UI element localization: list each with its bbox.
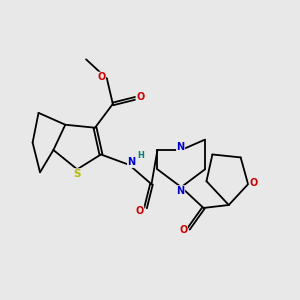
Text: N: N <box>177 186 185 196</box>
Text: N: N <box>177 142 185 152</box>
Text: O: O <box>136 206 144 216</box>
Text: O: O <box>98 72 106 82</box>
Text: H: H <box>137 152 144 160</box>
Text: S: S <box>74 169 81 179</box>
Text: N: N <box>128 158 136 167</box>
Text: O: O <box>179 225 188 235</box>
Text: O: O <box>136 92 144 101</box>
Text: O: O <box>249 178 258 188</box>
